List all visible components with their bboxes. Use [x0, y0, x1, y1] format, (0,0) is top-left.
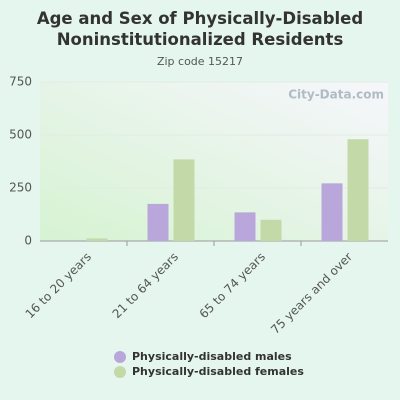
- bar: [260, 219, 282, 241]
- legend-label: Physically-disabled females: [132, 365, 304, 378]
- bar: [347, 139, 369, 241]
- watermark: City-Data.com: [288, 88, 384, 102]
- y-tick-label: 500: [9, 128, 32, 142]
- bar: [173, 159, 195, 241]
- y-tick-label: 0: [24, 234, 32, 248]
- x-tick-label: 16 to 20 years: [23, 250, 94, 321]
- bar: [147, 203, 169, 241]
- subtitle: Zip code 15217: [157, 55, 243, 68]
- bar: [321, 183, 343, 241]
- x-tick-label: 21 to 64 years: [110, 250, 181, 321]
- chart-title: Age and Sex of Physically-Disabled Nonin…: [36, 9, 364, 49]
- y-tick-label: 250: [9, 181, 32, 195]
- y-tick-label: 750: [9, 75, 32, 89]
- x-tick-label: 75 years and over: [268, 250, 355, 337]
- legend-swatch: [114, 351, 126, 363]
- legend-swatch: [114, 366, 126, 378]
- legend-label: Physically-disabled males: [132, 350, 292, 363]
- bar: [86, 238, 108, 241]
- x-tick-label: 65 to 74 years: [197, 250, 268, 321]
- bar: [234, 212, 256, 241]
